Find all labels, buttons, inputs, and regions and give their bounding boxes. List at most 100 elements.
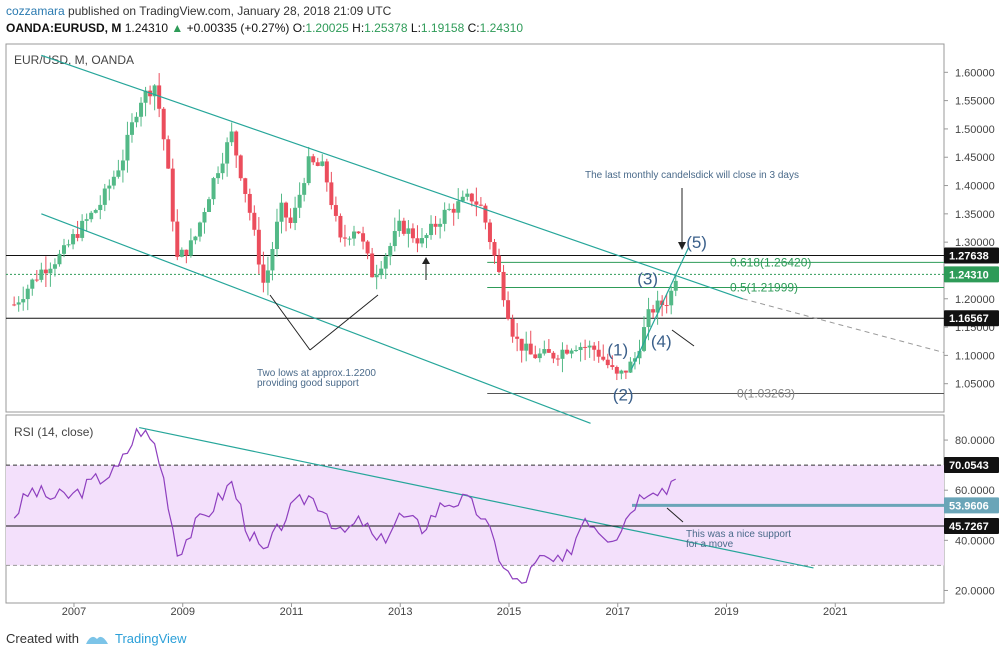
rsi-tick-label: 20.0000 [955,585,995,597]
candle-body [297,194,302,208]
candle-body [120,160,125,171]
candle-body [374,275,379,278]
candle-body [623,370,628,373]
candle-body [107,185,112,189]
rsi-level-box [944,497,999,514]
candle-body [410,228,415,239]
low-value: 1.19158 [420,21,465,35]
candle-body [220,163,225,174]
candle-body [161,108,166,140]
rsi-level-label: 53.9606 [949,500,989,512]
elliott-wave-label: (1) [607,340,628,359]
price-tick-label: 1.10000 [955,350,995,362]
candle-body [460,196,465,202]
price-tick-label: 1.05000 [955,379,995,391]
up-arrow-icon: ▲ [171,21,184,35]
price-label-box [944,310,999,327]
created-with-text: Created with [6,631,79,646]
candle-body [628,361,633,373]
candle-body [333,205,338,216]
annotation-last-candle: The last monthly candelsdick will close … [585,170,799,181]
candle-body [596,349,601,357]
time-tick-label: 2007 [62,606,86,618]
candle-body [619,370,624,374]
annotation-arrow [309,294,379,351]
tradingview-logo-icon [85,636,108,644]
price-tick-label: 1.40000 [955,181,995,193]
candle-body [551,352,556,359]
elliott-wave-label: (5) [686,233,707,252]
candle-body [284,202,289,218]
candle-body [16,302,21,305]
candle-body [483,205,488,223]
fib-label-0618: 0.618(1.26420) [730,255,811,269]
candle-body [583,346,588,348]
author-link[interactable]: cozzamara [6,4,65,18]
rsi-series-line [13,427,676,584]
last-price: 1.24310 [124,21,169,35]
rsi-band [6,465,944,566]
annotation-arrow [671,329,695,347]
candle-body [57,253,62,265]
candle-body [197,222,202,237]
candle-body [274,221,279,250]
candle-body [48,268,53,274]
candle-body [66,244,71,246]
rsi-level-box [944,517,999,534]
arrow-head-icon [422,257,430,264]
high-value: 1.25378 [364,21,408,35]
candle-body [642,327,647,351]
candle-body [225,142,230,164]
candle-body [370,253,375,278]
candle-body [379,268,384,276]
candle-body [592,345,597,350]
candle-body [447,208,452,210]
candle-body [352,231,357,239]
candle-body [125,134,130,161]
candle-body [93,210,98,213]
price-tick-label: 1.35000 [955,209,995,221]
candle-body [111,176,116,186]
time-tick-label: 2017 [605,606,629,618]
arrow-head-icon [678,242,686,250]
candle-body [515,336,520,339]
candle-body [129,122,134,135]
candle-body [43,269,48,274]
candle-body [261,264,266,283]
candle-body [279,202,284,222]
open-label: O: [292,21,306,35]
candle-body [256,229,261,265]
candle-body [632,358,637,362]
candle-body [202,212,207,223]
candle-body [406,228,411,234]
candle-body [311,156,316,163]
candle-body [673,280,678,291]
candle-body [487,222,492,243]
candle-body [229,131,234,143]
candle-body [433,223,438,227]
time-tick-label: 2015 [497,606,521,618]
candle-body [542,349,547,354]
candle-body [465,193,470,197]
candle-body [347,238,352,240]
candle-body [12,304,17,306]
wave-trendline [630,247,689,370]
candle-body [89,212,94,220]
close-value: 1.24310 [479,21,524,35]
candle-body [84,219,89,221]
candle-body [238,155,243,179]
upper-channel-extension [742,298,945,354]
candle-body [288,217,293,223]
candle-body [519,338,524,351]
candle-body [30,279,35,289]
low-label: L: [410,21,421,35]
elliott-wave-label: (2) [613,386,634,405]
elliott-wave-label: (4) [651,332,672,351]
tradingview-brand-link[interactable]: TradingView [114,631,187,646]
price-tick-label: 1.30000 [955,237,995,249]
candle-body [361,233,366,242]
upper-channel-trendline [41,54,744,300]
candle-body [388,246,393,257]
candle-body [243,178,248,194]
